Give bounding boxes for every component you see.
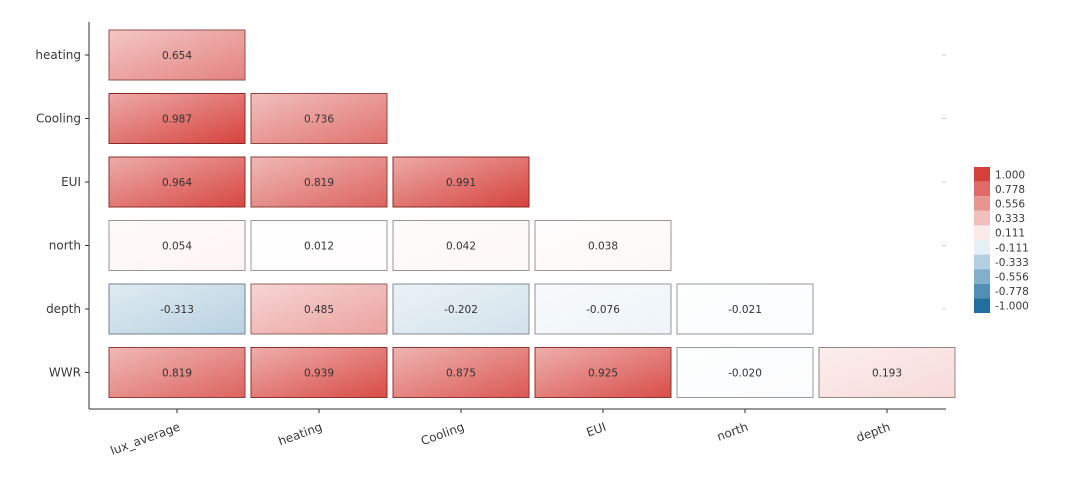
cell-depth-north (676, 283, 814, 335)
y-label-north: north (49, 239, 81, 253)
cell-label-WWR-Cooling: 0.875 (446, 368, 476, 380)
x-label-heating: heating (276, 420, 324, 449)
cell-depth-Cooling (392, 283, 530, 335)
heatmap-cells: 0.654 0.987 0.736 0.964 0.819 0.991 0.054 0.012… (108, 29, 956, 398)
y-label-WWR: WWR (49, 366, 81, 380)
cell-label-depth-heating: 0.485 (304, 304, 334, 316)
cell-label-EUI-lux_average: 0.964 (162, 177, 192, 189)
cell-north-heating (250, 220, 388, 271)
cell-label-north-heating: 0.012 (304, 241, 334, 253)
cell-WWR-heating (250, 347, 388, 398)
cell-Cooling-heating (250, 93, 388, 144)
legend-swatch-7 (974, 269, 990, 284)
cell-WWR-EUI (534, 347, 672, 398)
cell-depth-EUI (534, 283, 672, 335)
cell-heating-lux_average (108, 29, 246, 81)
cell-WWR-depth (818, 347, 956, 398)
cell-label-depth-lux_average: -0.313 (160, 304, 194, 316)
cell-WWR-lux_average (108, 347, 246, 398)
legend-swatch-8 (974, 283, 990, 299)
y-label-EUI: EUI (61, 175, 81, 189)
x-label-lux_average: lux_average (108, 420, 182, 458)
cell-label-depth-north: -0.021 (728, 304, 762, 316)
legend-swatch-2 (974, 196, 990, 211)
cell-label-depth-EUI: -0.076 (586, 304, 620, 316)
legend-label-2: 0.556 (995, 199, 1025, 211)
cell-north-lux_average (108, 220, 246, 271)
cell-EUI-heating (250, 156, 388, 208)
legend-swatch-4 (974, 225, 990, 240)
legend-label-3: 0.333 (995, 213, 1025, 225)
cell-WWR-north (676, 347, 814, 398)
cell-depth-lux_average (108, 283, 246, 335)
x-label-EUI: EUI (585, 420, 608, 440)
legend-label-8: -0.778 (995, 286, 1029, 298)
cell-label-EUI-Cooling: 0.991 (446, 177, 476, 189)
legend-swatch-3 (974, 210, 990, 226)
axes (88, 22, 946, 410)
cell-label-WWR-EUI: 0.925 (588, 368, 618, 380)
cell-north-Cooling (392, 220, 530, 271)
legend-swatch-9 (974, 298, 990, 313)
cell-label-north-Cooling: 0.042 (446, 241, 476, 253)
y-label-Cooling: Cooling (36, 112, 81, 126)
cell-WWR-Cooling (392, 347, 530, 398)
legend-label-4: 0.111 (995, 228, 1025, 240)
cell-label-north-lux_average: 0.054 (162, 241, 192, 253)
legend-label-9: -1.000 (995, 301, 1029, 313)
x-label-north: north (715, 420, 750, 444)
gridline-marks (942, 54, 946, 310)
legend-label-5: -0.111 (995, 242, 1029, 254)
cell-label-WWR-depth: 0.193 (872, 368, 902, 380)
x-label-Cooling: Cooling (419, 420, 466, 449)
legend-swatch-1 (974, 181, 990, 197)
cell-Cooling-lux_average (108, 93, 246, 144)
legend-swatch-6 (974, 254, 990, 270)
legend-label-6: -0.333 (995, 257, 1029, 269)
y-axis-labels: heating Cooling EUI north depth WWR (35, 48, 89, 380)
cell-EUI-lux_average (108, 156, 246, 208)
cell-label-Cooling-heating: 0.736 (304, 114, 334, 126)
cell-label-Cooling-lux_average: 0.987 (162, 114, 192, 126)
legend-label-1: 0.778 (995, 184, 1025, 196)
cell-label-WWR-north: -0.020 (728, 368, 762, 380)
cell-EUI-Cooling (392, 156, 530, 208)
legend-swatch-5 (974, 240, 990, 255)
cell-label-depth-Cooling: -0.202 (444, 304, 478, 316)
legend-label-7: -0.556 (995, 272, 1029, 284)
x-axis-labels: lux_average heating Cooling EUI north depth (108, 409, 892, 458)
color-legend: 1.000 0.778 0.556 0.333 0.111 -0.111 -0.333 -0.… (974, 167, 1029, 313)
cell-label-heating-lux_average: 0.654 (162, 50, 192, 62)
cell-label-EUI-heating: 0.819 (304, 177, 334, 189)
cell-label-north-EUI: 0.038 (588, 241, 618, 253)
y-label-heating: heating (35, 48, 81, 62)
cell-depth-heating (250, 283, 388, 335)
cell-label-WWR-heating: 0.939 (304, 368, 334, 380)
cell-label-WWR-lux_average: 0.819 (162, 368, 192, 380)
legend-swatch-0 (974, 167, 990, 182)
legend-label-0: 1.000 (995, 169, 1025, 181)
x-label-depth: depth (854, 420, 892, 445)
y-label-depth: depth (46, 302, 81, 316)
cell-north-EUI (534, 220, 672, 271)
